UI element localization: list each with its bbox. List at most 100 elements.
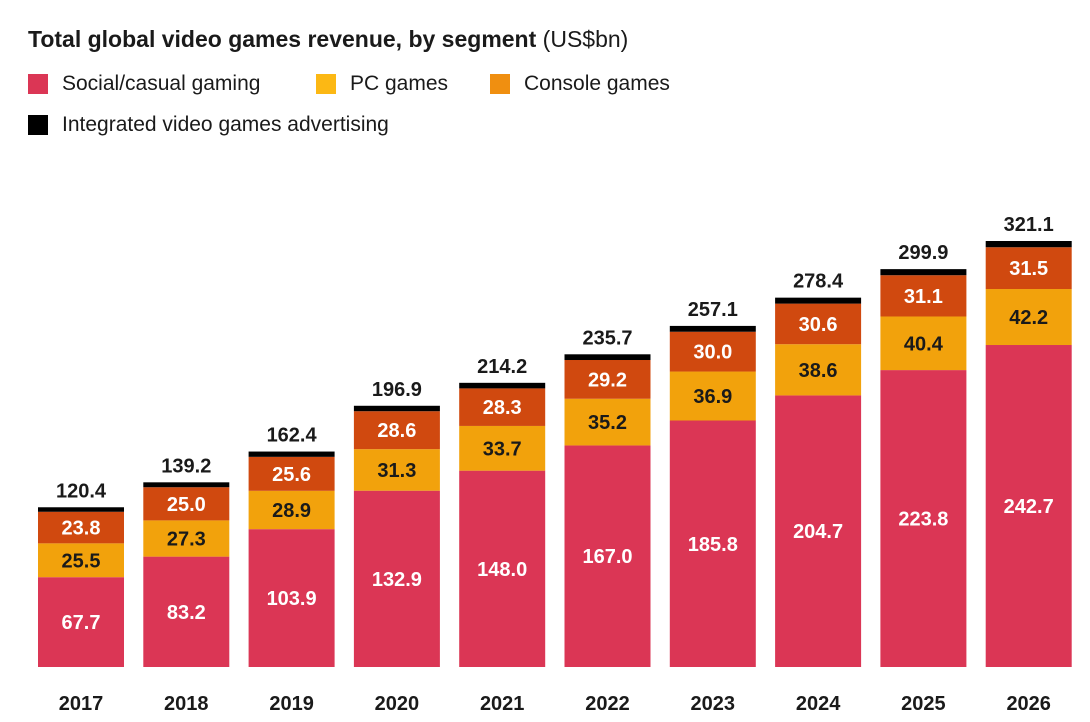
legend-item-advertising: Integrated video games advertising (28, 113, 389, 137)
bar-pc-games-2019 (248, 490, 335, 530)
data-label-console-games-2024: 30.6 (799, 314, 838, 336)
bar-advertising-2022 (564, 354, 651, 361)
chart-title-text: Total global video games revenue, by seg… (28, 26, 537, 52)
x-tick-label-2020: 2020 (375, 693, 420, 715)
data-label-social-casual-2025: 223.8 (898, 509, 948, 531)
total-label-2020: 196.9 (372, 379, 422, 401)
bar-pc-games-2023 (669, 371, 756, 421)
total-label-2022: 235.7 (582, 327, 632, 349)
bar-console-games-2026 (985, 247, 1072, 290)
data-label-pc-games-2021: 33.7 (483, 438, 522, 460)
data-label-pc-games-2018: 27.3 (167, 529, 206, 551)
bar-pc-games-2018 (143, 520, 230, 557)
bar-console-games-2018 (143, 487, 230, 521)
data-label-console-games-2020: 28.6 (377, 420, 416, 442)
data-label-pc-games-2024: 38.6 (799, 360, 838, 382)
data-label-console-games-2022: 29.2 (588, 369, 627, 391)
x-tick-label-2025: 2025 (901, 693, 946, 715)
bar-social-casual-2020 (353, 490, 440, 667)
chart-title-unit: (US$bn) (542, 26, 629, 52)
legend-label-advertising: Integrated video games advertising (62, 113, 389, 136)
data-label-pc-games-2017: 25.5 (62, 550, 101, 572)
x-tick-label-2022: 2022 (585, 693, 630, 715)
data-label-pc-games-2025: 40.4 (904, 333, 944, 355)
legend-swatch-console-games (490, 74, 510, 94)
legend-label-social-casual: Social/casual gaming (62, 72, 261, 95)
data-label-console-games-2017: 23.8 (62, 518, 101, 540)
bar-social-casual-2024 (775, 395, 862, 667)
legend-item-console-games: Console games (490, 72, 670, 96)
bar-advertising-2019 (248, 451, 335, 457)
x-tick-label-2017: 2017 (59, 693, 104, 715)
bar-advertising-2024 (775, 297, 862, 304)
data-label-console-games-2021: 28.3 (483, 397, 522, 419)
data-label-console-games-2026: 31.5 (1009, 258, 1048, 280)
total-label-2018: 139.2 (161, 455, 211, 477)
bar-advertising-2018 (143, 482, 230, 488)
legend-label-pc-games: PC games (350, 72, 449, 95)
data-label-social-casual-2019: 103.9 (267, 588, 317, 610)
bar-console-games-2019 (248, 456, 335, 491)
bar-social-casual-2026 (985, 345, 1072, 667)
total-label-2019: 162.4 (267, 425, 318, 447)
data-label-pc-games-2019: 28.9 (272, 500, 311, 522)
x-tick-label-2021: 2021 (480, 693, 525, 715)
total-label-2017: 120.4 (56, 480, 107, 502)
total-label-2023: 257.1 (688, 299, 738, 321)
bar-console-games-2017 (38, 511, 124, 544)
x-tick-label-2026: 2026 (1006, 693, 1051, 715)
x-tick-label-2024: 2024 (796, 693, 841, 715)
data-label-pc-games-2022: 35.2 (588, 412, 627, 434)
bar-social-casual-2021 (459, 470, 546, 667)
bar-advertising-2017 (38, 507, 124, 512)
data-label-console-games-2018: 25.0 (167, 494, 206, 516)
data-label-pc-games-2020: 31.3 (377, 460, 416, 482)
bar-pc-games-2026 (985, 289, 1072, 346)
legend-swatch-advertising (28, 115, 48, 135)
legend-label-console-games: Console games (524, 72, 670, 95)
bar-pc-games-2022 (564, 398, 651, 446)
bar-advertising-2020 (353, 405, 440, 412)
bar-console-games-2023 (669, 331, 756, 372)
bar-console-games-2020 (353, 411, 440, 450)
bar-console-games-2024 (775, 303, 862, 345)
data-label-social-casual-2021: 148.0 (477, 559, 527, 581)
data-label-social-casual-2026: 242.7 (1004, 496, 1054, 518)
data-label-pc-games-2026: 42.2 (1009, 307, 1048, 329)
bar-social-casual-2023 (669, 420, 756, 667)
bar-social-casual-2025 (880, 370, 967, 667)
bar-social-casual-2017 (38, 577, 124, 667)
data-label-social-casual-2020: 132.9 (372, 569, 422, 591)
x-tick-label-2019: 2019 (269, 693, 314, 715)
data-label-pc-games-2023: 36.9 (693, 386, 732, 408)
legend-item-social-casual: Social/casual gaming (28, 72, 260, 96)
legend-swatch-social-casual (28, 74, 48, 94)
bar-advertising-2021 (459, 382, 546, 389)
data-label-console-games-2019: 25.6 (272, 464, 311, 486)
bar-advertising-2026 (985, 241, 1072, 248)
bar-pc-games-2020 (353, 449, 440, 491)
data-label-social-casual-2018: 83.2 (167, 602, 206, 624)
total-label-2026: 321.1 (1004, 214, 1054, 236)
total-label-2025: 299.9 (898, 242, 948, 264)
bar-social-casual-2022 (564, 445, 651, 667)
bar-advertising-2023 (669, 325, 756, 332)
bar-advertising-2025 (880, 269, 967, 276)
chart-title: Total global video games revenue, by seg… (28, 24, 628, 54)
bar-social-casual-2019 (248, 529, 335, 667)
legend-swatch-pc-games (316, 74, 336, 94)
bar-console-games-2021 (459, 388, 546, 426)
data-label-social-casual-2024: 204.7 (793, 521, 843, 543)
bar-pc-games-2025 (880, 316, 967, 371)
bar-pc-games-2024 (775, 344, 862, 396)
legend-item-pc-games: PC games (316, 72, 448, 96)
bar-console-games-2025 (880, 275, 967, 317)
data-label-social-casual-2022: 167.0 (582, 546, 632, 568)
data-label-console-games-2023: 30.0 (693, 342, 732, 364)
bar-pc-games-2017 (38, 543, 124, 578)
bar-pc-games-2021 (459, 425, 546, 471)
total-label-2024: 278.4 (793, 271, 844, 293)
data-label-social-casual-2017: 67.7 (62, 612, 101, 634)
bar-console-games-2022 (564, 360, 651, 399)
